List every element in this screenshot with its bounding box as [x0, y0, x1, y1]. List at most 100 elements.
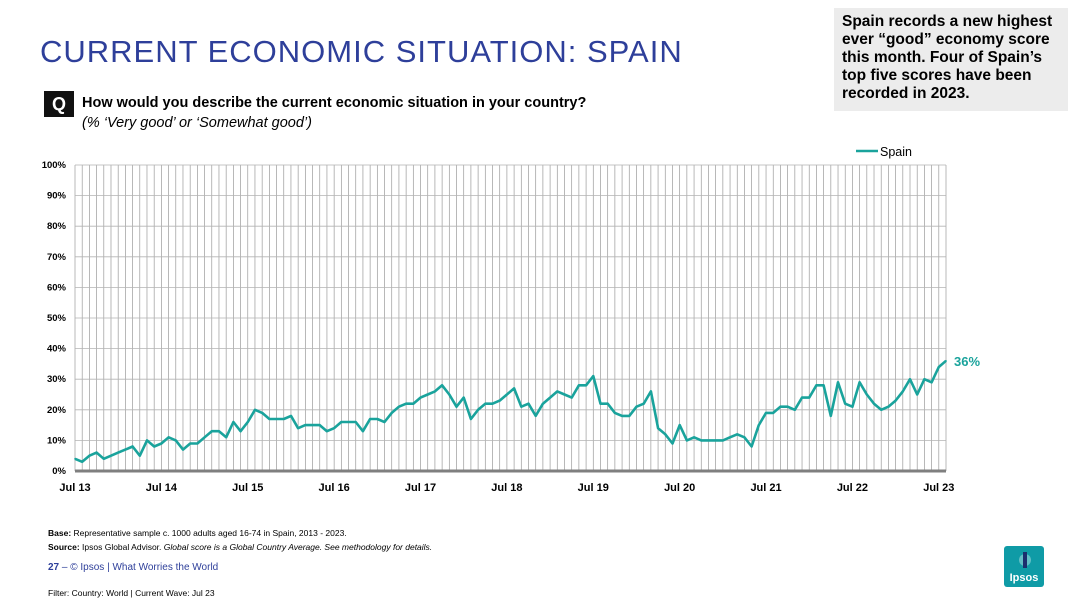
data-point — [902, 390, 904, 393]
data-point — [376, 418, 379, 420]
data-point — [362, 430, 364, 433]
x-tick-label: Jul 14 — [146, 482, 178, 494]
ipsos-logo: Ipsos — [1004, 546, 1044, 587]
data-point — [808, 396, 811, 399]
filter-text: Filter: Country: World | Current Wave: J… — [48, 588, 215, 598]
data-point — [858, 381, 861, 384]
data-point — [419, 396, 422, 399]
data-point — [506, 393, 508, 396]
data-point — [462, 396, 465, 399]
data-point — [246, 421, 249, 423]
data-point — [354, 421, 357, 423]
data-point — [578, 384, 580, 387]
data-point — [138, 454, 141, 457]
data-point — [729, 436, 731, 439]
page-number: 27 — [48, 562, 60, 573]
question-subtitle: (% ‘Very good’ or ‘Somewhat good’) — [82, 115, 312, 131]
y-tick-label: 40% — [47, 344, 67, 355]
data-point — [282, 418, 285, 420]
logo-text: Ipsos — [1010, 572, 1039, 584]
data-point — [218, 430, 220, 433]
data-point — [556, 390, 559, 393]
data-point — [801, 396, 803, 399]
data-point — [938, 366, 940, 368]
page-title: CURRENT ECONOMIC SITUATION: SPAIN — [40, 34, 683, 69]
data-point — [678, 424, 681, 426]
data-point — [477, 409, 479, 411]
data-point — [758, 424, 760, 426]
data-point — [95, 451, 98, 454]
y-tick-label: 90% — [47, 191, 67, 202]
data-point — [722, 439, 724, 442]
data-point — [642, 402, 645, 405]
data-point — [117, 451, 119, 454]
ipsos-logo-mark: Ipsos — [1010, 552, 1039, 584]
data-point — [311, 424, 314, 426]
y-tick-label: 60% — [47, 282, 67, 293]
data-point — [873, 402, 875, 405]
data-point — [484, 402, 487, 405]
data-point — [491, 402, 494, 405]
data-point — [822, 384, 825, 387]
data-point — [441, 384, 443, 387]
data-point — [383, 421, 386, 423]
data-point — [520, 405, 523, 408]
data-label-latest: 36% — [954, 354, 980, 369]
data-point — [635, 405, 638, 408]
data-point — [772, 412, 775, 414]
data-point — [621, 415, 623, 417]
data-point — [318, 424, 321, 426]
data-point — [225, 436, 227, 439]
data-point — [714, 439, 717, 442]
data-point — [851, 405, 854, 408]
data-point — [866, 393, 868, 396]
data-point — [599, 402, 602, 405]
y-tick-label: 80% — [47, 221, 67, 232]
data-point — [880, 409, 883, 411]
x-tick-label: Jul 23 — [923, 482, 954, 494]
data-point — [693, 436, 695, 439]
data-point — [700, 439, 703, 442]
data-point — [340, 421, 343, 423]
data-point — [146, 439, 148, 442]
page-separator: – — [59, 562, 71, 573]
data-point — [405, 402, 407, 405]
data-point — [102, 457, 105, 460]
line-chart: 0% 10% 20% 30% 40% 50% 60% 70% 80% 90% 100% Jul 13 J… — [42, 145, 981, 494]
data-point — [606, 402, 609, 405]
y-tick-label: 10% — [47, 435, 67, 446]
data-point — [765, 412, 767, 414]
data-point — [275, 418, 278, 420]
series-line-spain — [74, 359, 947, 464]
data-point — [527, 402, 530, 405]
data-point — [549, 396, 551, 399]
question-text: How would you describe the current econo… — [82, 95, 587, 111]
data-point — [657, 427, 659, 429]
data-point — [707, 439, 710, 442]
data-point — [254, 409, 256, 411]
data-point — [455, 405, 458, 408]
y-tick-label: 100% — [42, 160, 67, 171]
x-tick-label: Jul 13 — [59, 482, 90, 494]
data-point — [304, 424, 307, 426]
data-point — [131, 445, 134, 448]
data-point — [664, 433, 667, 436]
data-point — [837, 381, 839, 384]
data-point — [326, 430, 328, 433]
source-note: Source: Ipsos Global Advisor. Global sco… — [48, 542, 432, 552]
data-point — [830, 415, 832, 417]
data-point — [794, 409, 796, 411]
data-point — [261, 412, 263, 414]
data-point — [74, 457, 76, 460]
data-point — [750, 445, 753, 448]
source-text: Ipsos Global Advisor. — [82, 542, 162, 552]
data-point — [650, 390, 652, 393]
source-note-italic: Global score is a Global Country Average… — [163, 542, 433, 552]
data-point — [779, 405, 782, 408]
data-point — [945, 360, 947, 362]
x-tick-label: Jul 19 — [578, 482, 609, 494]
data-point — [930, 381, 933, 384]
data-point — [923, 378, 926, 381]
y-tick-label: 0% — [52, 466, 66, 477]
data-point — [347, 421, 350, 423]
